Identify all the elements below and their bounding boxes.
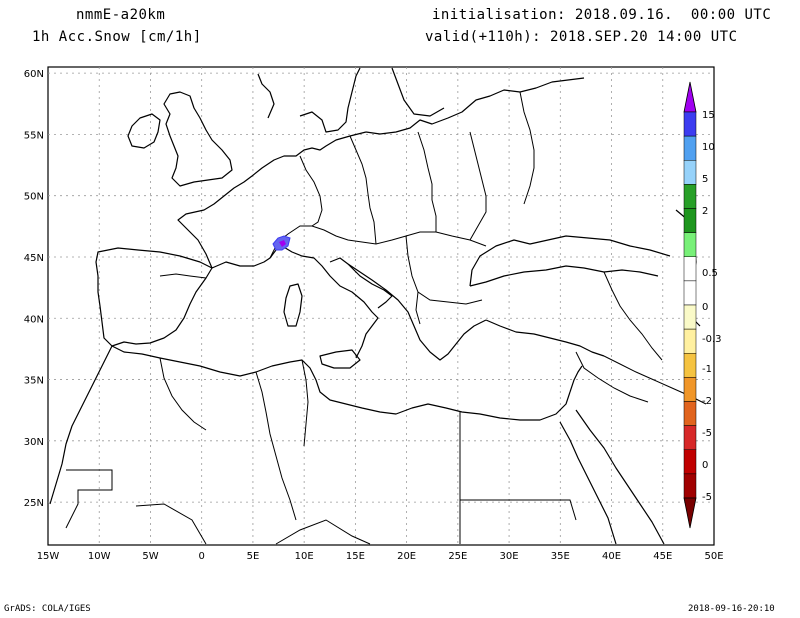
lat-label: 25N	[24, 498, 44, 509]
model-name: nmmE-a20km	[76, 7, 166, 23]
colorbar-block	[683, 160, 697, 185]
blacksea-coast	[469, 235, 671, 287]
colorbar-label: -0.3	[702, 334, 722, 345]
levant-coast	[569, 365, 583, 393]
lon-label: 5E	[247, 551, 260, 562]
colorbar-block	[683, 353, 697, 378]
lon-label: 25E	[448, 551, 467, 562]
init-time: initialisation: 2018.09.16. 00:00 UTC	[432, 7, 772, 23]
snow-accumulation-area	[272, 235, 291, 251]
red-sea-coast	[559, 409, 665, 545]
colorbar-block	[683, 328, 697, 354]
colorbar-label: 2	[702, 206, 708, 217]
lat-label: 55N	[24, 130, 44, 141]
britain-coast	[163, 91, 233, 187]
lon-label: 35E	[551, 551, 570, 562]
colorbar-block	[683, 208, 697, 233]
lat-label: 35N	[24, 376, 44, 387]
colorbar-label: 0	[702, 460, 708, 471]
lon-label: 15W	[37, 551, 60, 562]
lat-label: 45N	[24, 253, 44, 264]
ireland-coast	[127, 113, 161, 149]
longitude-labels: 15W 10W 5W 0 5E 10E 15E 20E 25E 30E 35E 40E 45E 50E	[37, 551, 724, 562]
colorbar-label: -5	[702, 492, 712, 503]
lon-label: 5W	[142, 551, 158, 562]
sardinia-coast	[283, 283, 303, 327]
baltic-coast	[365, 77, 585, 135]
colorbar-block	[683, 377, 697, 402]
field-name: 1h Acc.Snow [cm/1h]	[32, 29, 202, 45]
colorbar-label: -5	[702, 428, 712, 439]
colorbar-label: 15	[702, 110, 715, 121]
iberia-coast	[95, 247, 213, 347]
colorbar-label: 0.5	[702, 268, 718, 279]
lat-label: 50N	[24, 192, 44, 203]
colorbar-bottom-triangle	[683, 497, 697, 529]
italy-coast	[281, 245, 393, 359]
colorbar-label: -1	[702, 364, 712, 375]
lon-label: 30E	[500, 551, 519, 562]
colorbar-label: 0	[702, 302, 708, 313]
colorbar-label: 5	[702, 174, 708, 185]
colorbar-block	[683, 184, 697, 209]
lon-label: 45E	[653, 551, 672, 562]
lat-label: 30N	[24, 437, 44, 448]
sicily-coast	[319, 349, 361, 369]
lon-label: 15E	[346, 551, 365, 562]
lon-label: 20E	[397, 551, 416, 562]
colorbar-block	[683, 304, 697, 330]
colorbar-block	[683, 473, 697, 499]
valid-time: valid(+110h): 2018.SEP.20 14:00 UTC	[425, 29, 738, 45]
lat-label: 40N	[24, 314, 44, 325]
colorbar-block	[683, 111, 697, 137]
colorbar-label: 10	[702, 142, 715, 153]
colorbar-block	[683, 232, 697, 257]
colorbar: 15 10 5 2 0.5 0 -0.3 -1 -2 -5 0 -5	[683, 81, 722, 529]
lon-label: 0	[199, 551, 205, 562]
atlantic-africa-coast	[49, 345, 113, 505]
lon-label: 40E	[602, 551, 621, 562]
colorbar-block	[683, 425, 697, 450]
footer-left: GrADS: COLA/IGES	[4, 604, 91, 614]
lon-label: 10E	[295, 551, 314, 562]
lon-label: 10W	[88, 551, 111, 562]
colorbar-block	[683, 256, 697, 282]
colorbar-block	[683, 135, 697, 161]
balkan-coast	[347, 263, 487, 361]
north-africa-coast	[111, 345, 571, 421]
latitude-labels: 60N 55N 50N 45N 40N 35N 30N 25N	[24, 69, 44, 509]
coastlines	[49, 67, 701, 545]
colorbar-block	[683, 280, 697, 306]
lon-label: 50E	[704, 551, 723, 562]
colorbar-label: -2	[702, 396, 712, 407]
scandinavia-coast	[257, 67, 445, 133]
lat-label: 60N	[24, 69, 44, 80]
grid-lines	[48, 67, 714, 545]
france-coast	[177, 131, 367, 269]
colorbar-block	[683, 449, 697, 475]
footer-right: 2018-09-16-20:10	[688, 604, 775, 614]
colorbar-block	[683, 401, 697, 426]
turkey-coast	[469, 265, 659, 357]
